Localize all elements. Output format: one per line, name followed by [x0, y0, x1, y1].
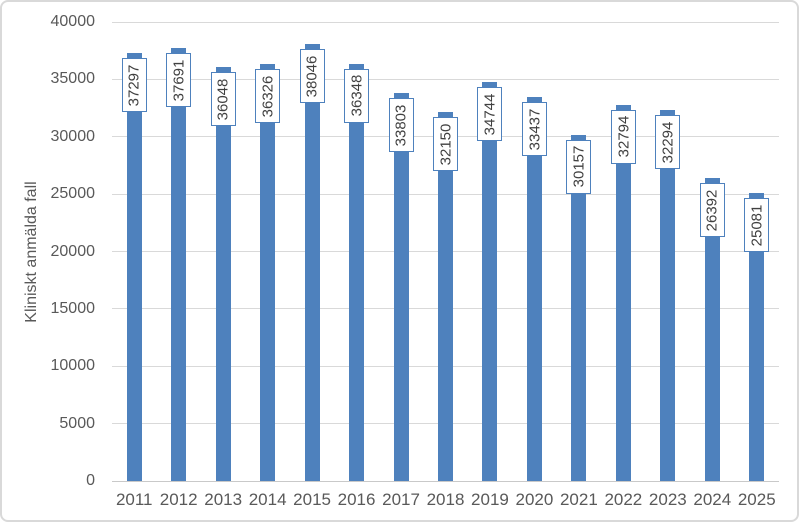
bar-2020 [526, 97, 542, 481]
y-tick-label: 35000 [50, 70, 96, 88]
bar-data-label: 26392 [699, 183, 725, 238]
x-tick-label: 2014 [248, 490, 287, 509]
bar-data-label: 32294 [655, 115, 681, 170]
bar-data-label: 37691 [166, 53, 192, 108]
bar-2012 [171, 48, 187, 481]
y-tick-label: 20000 [50, 242, 96, 260]
bar-data-label-text: 26392 [703, 189, 721, 231]
bar-data-label: 36048 [210, 72, 236, 127]
bar-data-label-text: 34744 [481, 93, 499, 136]
bar-2017 [393, 93, 409, 481]
bar-data-label: 38046 [299, 49, 325, 104]
bar-data-label-text: 37691 [170, 59, 188, 102]
y-tick-label: 40000 [50, 13, 96, 30]
x-tick-label: 2013 [204, 490, 243, 509]
bar-data-label: 32150 [433, 117, 458, 172]
x-tick-label: 2020 [515, 490, 554, 509]
bar-data-label: 36326 [255, 69, 281, 124]
x-tick-label: 2025 [737, 490, 776, 509]
x-tick-label: 2021 [559, 490, 598, 509]
bar-2018 [438, 112, 453, 481]
bar-2016 [349, 63, 365, 481]
bar-2025 [749, 193, 765, 481]
x-tick-label: 2022 [604, 490, 643, 509]
bar-data-label-text: 32794 [614, 115, 632, 158]
bar-2021 [571, 134, 587, 481]
bar-2013 [215, 67, 231, 481]
y-gridline [112, 21, 779, 23]
x-tick-label: 2023 [648, 490, 687, 509]
bar-data-label-text: 36048 [214, 78, 232, 121]
bar-data-label-text: 36326 [259, 75, 277, 118]
bar-2019 [482, 82, 498, 481]
bar-data-label: 25081 [744, 198, 770, 253]
bar-data-label: 33803 [388, 98, 414, 153]
bar-data-label-text: 30157 [570, 146, 588, 188]
bar-2015 [304, 44, 320, 481]
bar-2024 [704, 178, 720, 481]
bar-data-label-text: 38046 [303, 55, 321, 98]
x-tick-label: 2011 [115, 490, 153, 509]
bar-data-label-text: 37297 [125, 64, 143, 106]
bar-2022 [615, 104, 631, 481]
y-tick-label: 15000 [50, 299, 96, 317]
x-tick-label: 2012 [159, 490, 198, 509]
bar-data-label: 30157 [566, 139, 592, 194]
x-tick-label: 2015 [293, 490, 332, 509]
bar-2011 [126, 53, 142, 481]
bar-data-label: 37297 [121, 58, 147, 113]
bar-2014 [260, 64, 276, 481]
y-gridline [112, 78, 779, 80]
bar-data-label-text: 33803 [392, 104, 410, 146]
bar-data-label-text: 36348 [348, 75, 366, 117]
bar-data-label-text: 32150 [437, 123, 454, 165]
y-tick-label: 10000 [50, 357, 96, 375]
bar-2023 [660, 110, 676, 481]
bar-data-label: 34744 [477, 87, 503, 142]
bar-data-label-text: 25081 [748, 204, 766, 247]
y-tick-label: 25000 [50, 185, 96, 203]
y-gridline [112, 480, 779, 482]
x-tick-label: 2017 [382, 490, 420, 509]
x-tick-label: 2019 [471, 490, 509, 509]
bar-data-label: 36348 [344, 68, 370, 123]
x-tick-label: 2024 [693, 490, 732, 509]
bar-data-label: 32794 [610, 109, 636, 164]
bar-data-label-text: 32294 [659, 121, 677, 164]
y-tick-label: 5000 [59, 414, 95, 432]
bar-data-label-text: 33437 [525, 108, 543, 151]
y-tick-label: 30000 [50, 127, 96, 145]
x-tick-label: 2016 [337, 490, 376, 509]
bar-data-label: 33437 [521, 102, 547, 157]
x-tick-label: 2018 [426, 490, 465, 509]
y-tick-label: 0 [86, 472, 95, 489]
